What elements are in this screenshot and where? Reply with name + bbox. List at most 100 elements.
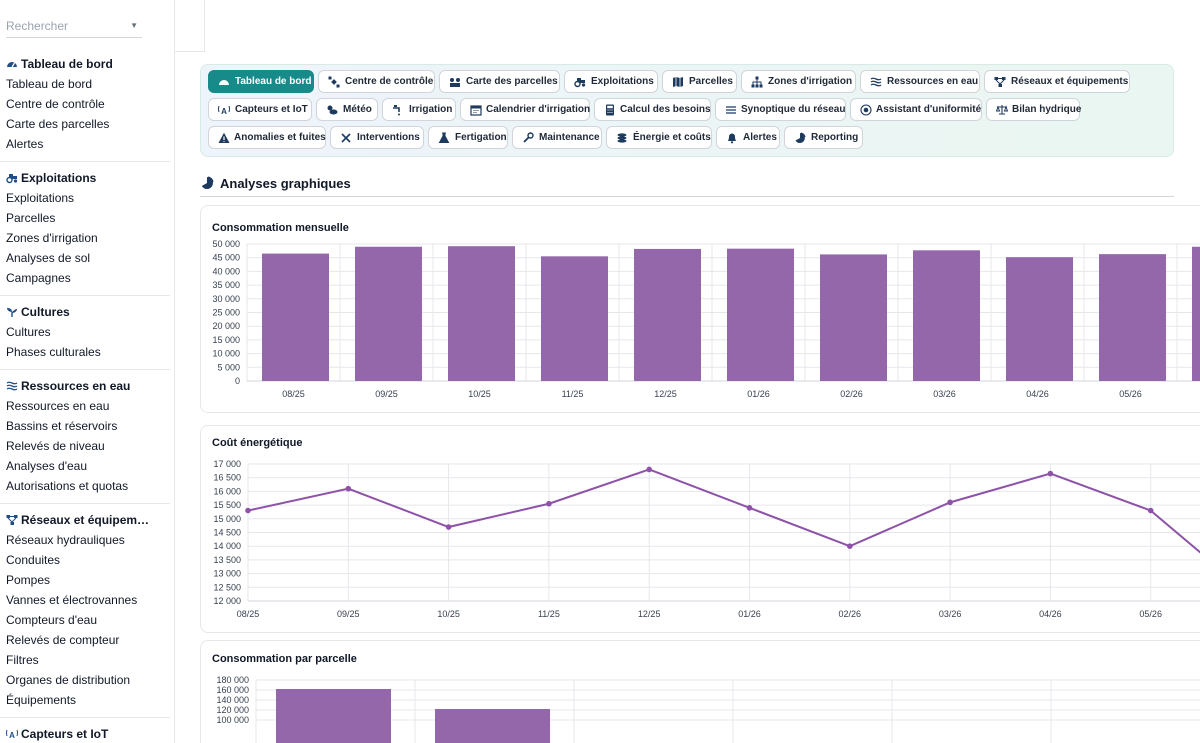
nav-pill[interactable]: Tableau de bord: [208, 70, 314, 93]
y-tick-label: 12 500: [213, 582, 241, 592]
nav-pill[interactable]: Calendrier d'irrigation: [460, 98, 590, 121]
y-tick-label: 14 500: [213, 528, 241, 538]
nav-pill-label: Fertigation: [455, 132, 507, 143]
svg-text:A: A: [221, 107, 227, 116]
sidebar-item[interactable]: Conduites: [6, 553, 61, 567]
sidebar-item[interactable]: Pompes: [6, 573, 51, 587]
y-tick-label: 20 000: [212, 321, 240, 331]
sidebar-section-label: Exploitations: [21, 171, 97, 185]
sidebar-item[interactable]: Phases culturales: [6, 345, 101, 359]
sidebar-section-title[interactable]: Ressources en eau: [0, 376, 174, 396]
nav-pill[interactable]: Météo: [316, 98, 378, 121]
sidebar-item[interactable]: Parcelles: [6, 211, 56, 225]
sidebar-item[interactable]: Analyses de sol: [6, 251, 91, 265]
nav-pill[interactable]: Énergie et coûts: [606, 126, 712, 149]
sidebar-item[interactable]: Équipements: [6, 693, 77, 707]
nav-pill[interactable]: Fertigation: [428, 126, 508, 149]
nav-pill[interactable]: Interventions: [330, 126, 424, 149]
nav-pill[interactable]: Anomalies et fuites: [208, 126, 326, 149]
x-tick-label: 03/26: [939, 609, 962, 619]
nav-pill-label: Énergie et coûts: [633, 132, 711, 143]
sidebar-item[interactable]: Vannes et électrovannes: [6, 593, 138, 607]
sidebar-item[interactable]: Filtres: [6, 653, 39, 667]
nav-pill[interactable]: Irrigation: [382, 98, 456, 121]
tools-icon: [340, 132, 353, 144]
sidebar-item[interactable]: Bassins et réservoirs: [6, 419, 118, 433]
search-input[interactable]: Rechercher ▼: [6, 14, 142, 38]
sidebar-item[interactable]: Zones d'irrigation: [6, 231, 98, 245]
nav-pill[interactable]: Zones d'irrigation: [741, 70, 856, 93]
nav-pill[interactable]: Synoptique du réseau: [715, 98, 846, 121]
sidebar-section-title[interactable]: Tableau de bord: [0, 54, 174, 74]
bar: [448, 246, 515, 381]
sidebar-section-title[interactable]: A Capteurs et IoT: [0, 724, 174, 743]
sidebar-item[interactable]: Relevés de niveau: [6, 439, 105, 453]
nav-pill[interactable]: Calcul des besoins: [594, 98, 711, 121]
x-tick-label: 08/25: [237, 609, 260, 619]
chevron-down-icon[interactable]: ▼: [130, 21, 138, 30]
x-tick-label: 02/26: [840, 389, 863, 399]
sidebar-item[interactable]: Organes de distribution: [6, 673, 131, 687]
nav-pill[interactable]: Réseaux et équipements: [984, 70, 1130, 93]
x-tick-label: 08/25: [282, 389, 305, 399]
balance-icon: [996, 104, 1008, 116]
nav-pill[interactable]: Parcelles: [662, 70, 737, 93]
sidebar-item[interactable]: Autorisations et quotas: [6, 479, 129, 493]
seedling-icon: [6, 306, 20, 318]
nav-pill[interactable]: Bilan hydrique: [986, 98, 1082, 121]
sidebar-item[interactable]: Carte des parcelles: [6, 117, 110, 131]
sidebar-item[interactable]: Campagnes: [6, 271, 71, 285]
sidebar-item[interactable]: Compteurs d'eau: [6, 613, 98, 627]
nav-pill[interactable]: Reporting: [784, 126, 863, 149]
chart-card-parcel-consumption: Consommation par parcelle 180 000 160 000…: [200, 640, 1200, 743]
sidebar-item[interactable]: Analyses d'eau: [6, 459, 88, 473]
sidebar-item[interactable]: Alertes: [6, 137, 44, 151]
y-tick-label: 13 500: [213, 555, 241, 565]
data-point: [445, 524, 452, 530]
sidebar-item[interactable]: Centre de contrôle: [6, 97, 105, 111]
svg-text:A: A: [9, 731, 15, 740]
nav-pill[interactable]: A Capteurs et IoT: [208, 98, 312, 121]
sidebar-item[interactable]: Exploitations: [6, 191, 75, 205]
x-tick-label: 11/25: [562, 389, 584, 399]
bar: [355, 246, 422, 381]
nav-pill-label: Bilan hydrique: [1012, 104, 1082, 115]
sidebar-section-title[interactable]: Exploitations: [0, 168, 174, 188]
sidebar-item[interactable]: Ressources en eau: [6, 399, 110, 413]
series-line: [247, 468, 1200, 554]
nav-pill-label: Exploitations: [591, 76, 654, 87]
bar: [820, 254, 887, 381]
nav-pill-label: Anomalies et fuites: [234, 132, 326, 143]
sidebar-section: A Capteurs et IoT: [0, 724, 174, 743]
y-tick-label: 16 500: [213, 473, 241, 483]
nav-pill-label: Centre de contrôle: [345, 76, 434, 87]
sidebar-section-title[interactable]: Réseaux et équipem…: [0, 510, 174, 530]
data-point: [546, 500, 552, 507]
nav-pill[interactable]: Centre de contrôle: [318, 70, 435, 93]
network-icon: [994, 76, 1007, 88]
network-icon: [6, 514, 20, 526]
nav-pill[interactable]: Exploitations: [564, 70, 658, 93]
nav-pill[interactable]: Maintenance: [512, 126, 602, 149]
calculator-icon: [604, 104, 616, 116]
bar: [727, 248, 794, 381]
sidebar-item[interactable]: Relevés de compteur: [6, 633, 120, 647]
y-tick-label: 15 000: [213, 514, 241, 524]
y-tick-label: 45 000: [212, 253, 240, 263]
coins-icon: [616, 132, 629, 144]
sidebar-section-title[interactable]: Cultures: [0, 302, 174, 322]
pie-chart-icon: [200, 176, 214, 190]
x-tick-label: 05/26: [1139, 609, 1162, 619]
nav-pill[interactable]: Ressources en eau: [860, 70, 980, 93]
nav-pill-label: Carte des parcelles: [466, 76, 558, 87]
data-point: [245, 507, 251, 514]
sidebar-item[interactable]: Tableau de bord: [6, 77, 93, 91]
sidebar-item[interactable]: Réseaux hydrauliques: [6, 533, 125, 547]
nav-pill-label: Réseaux et équipements: [1011, 76, 1129, 87]
nav-pill[interactable]: Alertes: [716, 126, 780, 149]
nav-pill[interactable]: Carte des parcelles: [439, 70, 560, 93]
nav-pill-label: Calendrier d'irrigation: [486, 104, 591, 115]
nav-pill[interactable]: Assistant d'uniformité: [850, 98, 982, 121]
sidebar-item[interactable]: Cultures: [6, 325, 51, 339]
bell-icon: [726, 132, 739, 144]
